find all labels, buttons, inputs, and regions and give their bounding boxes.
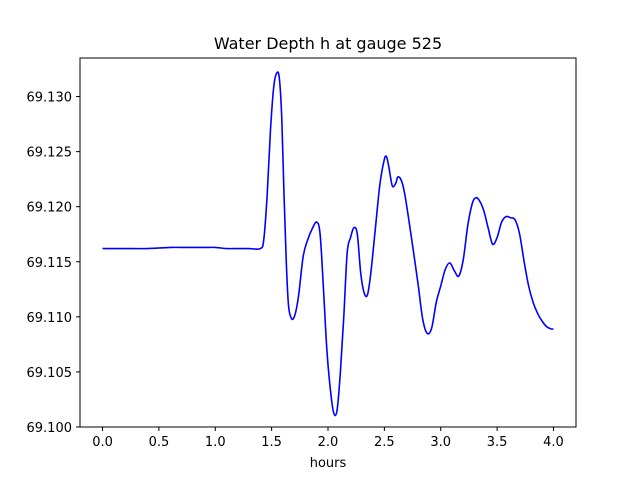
series-layer (102, 71, 554, 417)
x-tick-label: 3.0 (430, 435, 451, 450)
x-tick-label: 0.0 (92, 435, 113, 450)
series-line (102, 71, 554, 417)
y-tick-label: 69.100 (27, 421, 73, 436)
x-tick-label: 0.5 (149, 435, 170, 450)
y-tick-label: 69.130 (27, 91, 73, 106)
x-axis: 0.0 0.5 1.0 1.5 2.0 2.5 3.0 3.5 4.0 (92, 427, 564, 450)
y-tick-label: 69.120 (27, 201, 73, 216)
x-axis-label: hours (310, 456, 347, 471)
x-tick-label: 1.5 (261, 435, 282, 450)
x-tick-label: 2.5 (374, 435, 395, 450)
y-tick-label: 69.110 (27, 311, 73, 326)
x-tick-label: 4.0 (543, 435, 564, 450)
x-tick-label: 3.5 (487, 435, 508, 450)
y-tick-label: 69.125 (27, 146, 73, 161)
chart-title: Water Depth h at gauge 525 (214, 34, 442, 53)
x-tick-label: 1.0 (205, 435, 226, 450)
y-tick-label: 69.105 (27, 366, 73, 381)
y-axis: 69.100 69.105 69.110 69.115 69.120 69.125 69.1… (27, 91, 80, 436)
x-tick-label: 2.0 (318, 435, 339, 450)
y-tick-label: 69.115 (27, 256, 73, 271)
